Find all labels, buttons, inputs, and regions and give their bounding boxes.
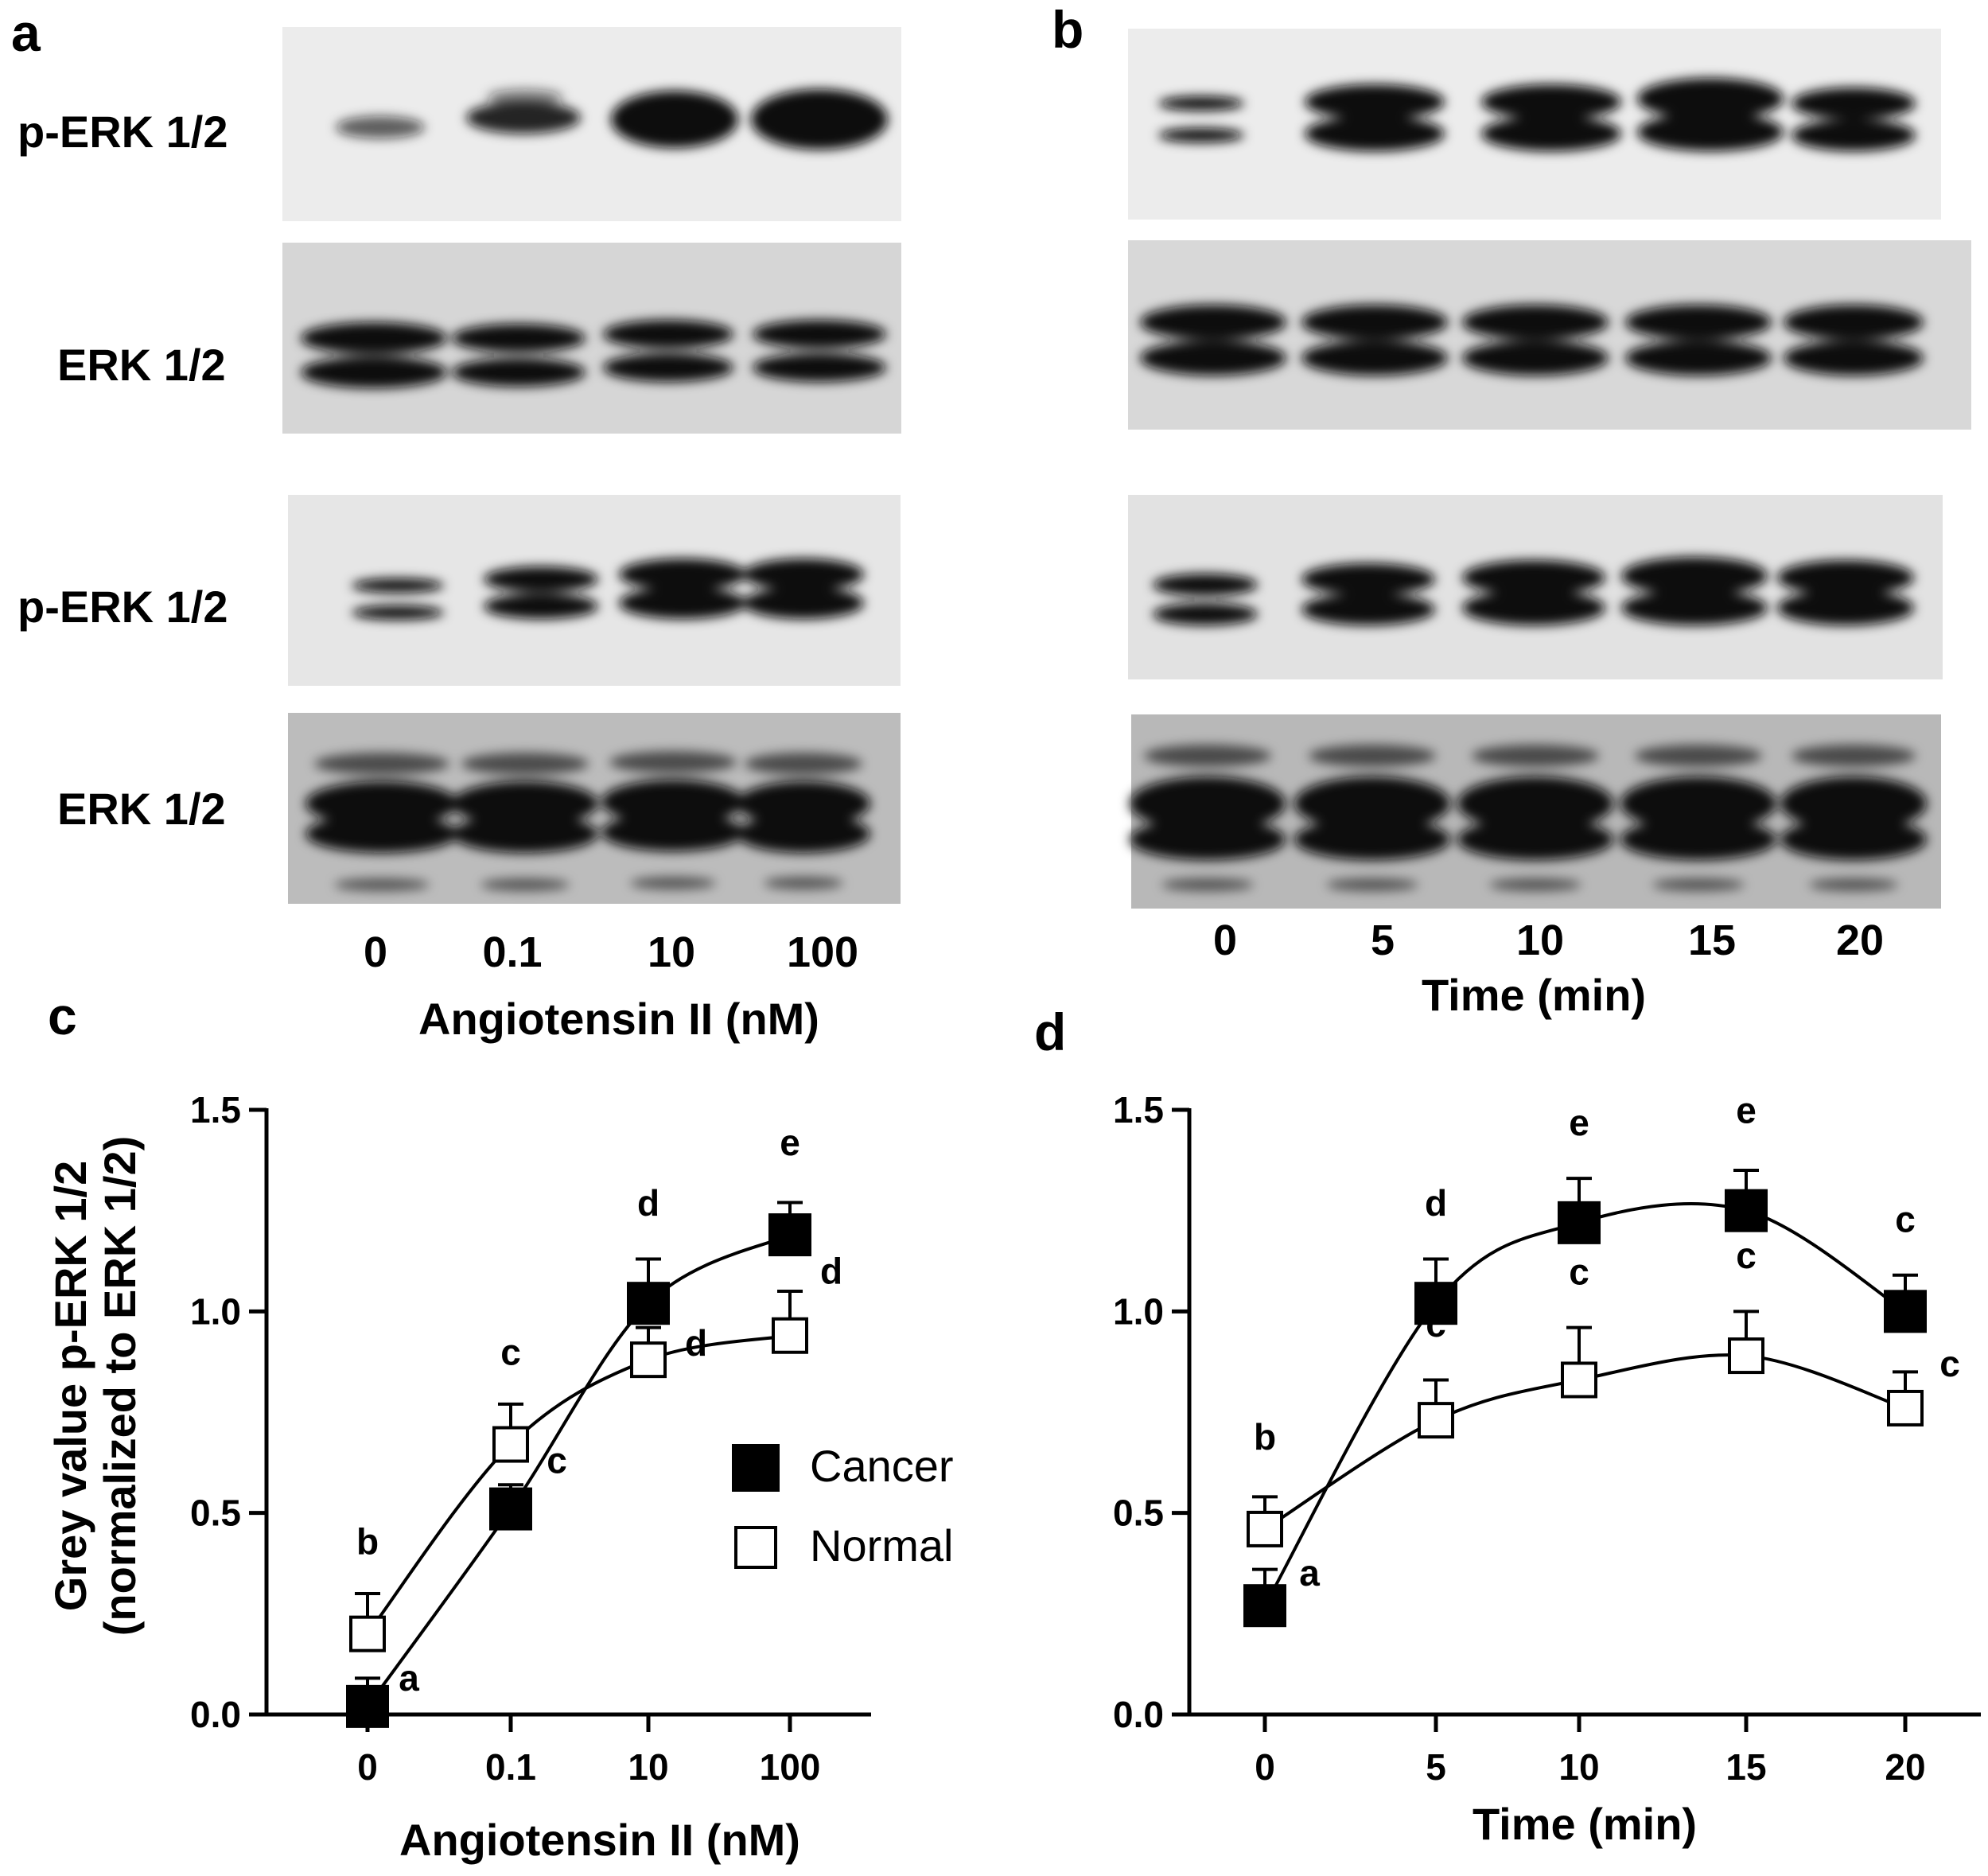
lane-label: 15	[1688, 917, 1736, 964]
blot-a-erk-2	[288, 713, 901, 904]
chart-c-xlabel: Angiotensin II (nM)	[399, 1815, 800, 1865]
lane-label: 100	[787, 928, 858, 976]
significance-label: e	[1569, 1102, 1589, 1143]
significance-label: a	[399, 1657, 419, 1699]
y-tick-label: 1.5	[190, 1089, 241, 1131]
lane-label: 20	[1836, 917, 1884, 964]
significance-label: b	[356, 1521, 379, 1563]
lane-label: 10	[648, 928, 695, 976]
chart-c-ylabel: Grey value p-ERK 1/2 (normalized to ERK …	[45, 1136, 145, 1637]
y-tick-label: 0.5	[190, 1493, 241, 1534]
data-point-normal	[772, 1317, 808, 1354]
x-tick-label: 100	[760, 1746, 821, 1788]
significance-label: b	[1254, 1416, 1276, 1458]
y-tick-label: 0.0	[1113, 1694, 1164, 1735]
data-point-cancer	[1725, 1189, 1768, 1232]
blot-b-xlabel: Time (min)	[1422, 970, 1646, 1020]
data-point-normal	[1247, 1510, 1283, 1547]
data-point-cancer	[346, 1684, 389, 1728]
lane-label: 0.1	[482, 928, 542, 976]
lane-labels-b: 0 5 10 15 20	[1213, 917, 1884, 964]
y-tick-label: 1.0	[190, 1290, 241, 1332]
blot-a-xlabel: Angiotensin II (nM)	[418, 994, 819, 1044]
significance-label: c	[1939, 1343, 1960, 1384]
blot-a-perk-1	[282, 27, 901, 221]
blot-a-erk-1	[282, 243, 901, 434]
significance-label: e	[1736, 1090, 1757, 1131]
panel-a-letter: a	[11, 3, 41, 62]
legend-marker-cancer	[732, 1444, 780, 1492]
x-tick-label: 20	[1885, 1746, 1925, 1788]
data-point-normal	[1728, 1337, 1764, 1375]
chart-c-ylabel-line1: Grey value p-ERK 1/2	[45, 1161, 95, 1611]
chart-c-plot: 0.0 0.5 1.0 1.5 0 0.1 10 100 a c d e b c d d	[190, 1089, 871, 1788]
data-point-normal	[492, 1426, 529, 1463]
panel-b-letter: b	[1052, 0, 1083, 59]
data-point-cancer	[1243, 1584, 1286, 1628]
series-line-normal	[366, 1333, 791, 1635]
significance-label: c	[1736, 1235, 1757, 1276]
panel-c-letter: c	[48, 987, 77, 1045]
blot-b-perk-2	[1128, 495, 1943, 679]
chart-c-ylabel-line2: (normalized to ERK 1/2)	[95, 1136, 145, 1637]
data-point-cancer	[627, 1282, 670, 1325]
significance-label: d	[820, 1251, 842, 1292]
lane-label: 0	[364, 928, 387, 976]
significance-label: c	[1426, 1303, 1446, 1345]
lane-labels-a: 0 0.1 10 100	[364, 928, 858, 976]
significance-label: d	[685, 1322, 707, 1364]
significance-label: c	[500, 1332, 521, 1373]
y-tick-label: 0.5	[1113, 1493, 1164, 1534]
data-point-normal	[630, 1341, 667, 1379]
legend-label-normal: Normal	[810, 1520, 953, 1570]
y-tick-label: 1.0	[1113, 1290, 1164, 1332]
legend-label-cancer: Cancer	[810, 1441, 954, 1491]
data-point-cancer	[1884, 1290, 1927, 1333]
significance-label: d	[1425, 1182, 1447, 1224]
legend-marker-normal	[734, 1526, 777, 1569]
data-point-normal	[1418, 1402, 1454, 1439]
y-tick-label: 1.5	[1113, 1089, 1164, 1131]
significance-label: d	[637, 1182, 659, 1224]
data-point-normal	[349, 1615, 386, 1652]
lane-label: 0	[1213, 917, 1237, 964]
data-point-normal	[1561, 1361, 1597, 1399]
blot-b-erk-2	[1130, 714, 1941, 909]
data-point-cancer	[1558, 1201, 1601, 1244]
chart-d-plot: 0.0 0.5 1.0 1.5 0 5 10 15 20 a d e e c b c c c c	[1113, 1089, 1981, 1788]
x-tick-label: 15	[1725, 1746, 1766, 1788]
x-tick-label: 0.1	[485, 1746, 536, 1788]
y-tick-label: 0.0	[190, 1694, 241, 1735]
significance-label: c	[1895, 1198, 1916, 1240]
chart-d-xlabel: Time (min)	[1473, 1799, 1697, 1849]
significance-label: e	[780, 1122, 800, 1163]
lane-label: 5	[1371, 917, 1395, 964]
data-point-cancer	[489, 1487, 532, 1531]
series-line-cancer	[366, 1233, 791, 1708]
x-tick-label: 5	[1426, 1746, 1446, 1788]
data-point-cancer	[1414, 1282, 1457, 1325]
blot-b-perk-1	[1128, 29, 1941, 220]
blot-label-erk-1: ERK 1/2	[57, 340, 226, 390]
data-point-cancer	[768, 1213, 811, 1257]
x-tick-label: 0	[1255, 1746, 1275, 1788]
blot-label-erk-2: ERK 1/2	[57, 784, 226, 834]
blot-b-erk-1	[1128, 240, 1971, 430]
x-tick-label: 10	[1558, 1746, 1599, 1788]
blot-label-perk-2: p-ERK 1/2	[18, 582, 228, 632]
significance-label: a	[1299, 1552, 1320, 1594]
x-tick-label: 0	[357, 1746, 378, 1788]
blot-label-perk-1: p-ERK 1/2	[18, 107, 228, 157]
blot-a-perk-2	[288, 495, 901, 686]
x-tick-label: 10	[628, 1746, 668, 1788]
chart-c-legend: Cancer Normal	[732, 1441, 954, 1570]
panel-d-letter: d	[1034, 1002, 1066, 1061]
lane-label: 10	[1516, 917, 1564, 964]
data-point-normal	[1887, 1389, 1924, 1426]
significance-label: c	[1569, 1251, 1589, 1292]
significance-label: c	[547, 1440, 567, 1481]
